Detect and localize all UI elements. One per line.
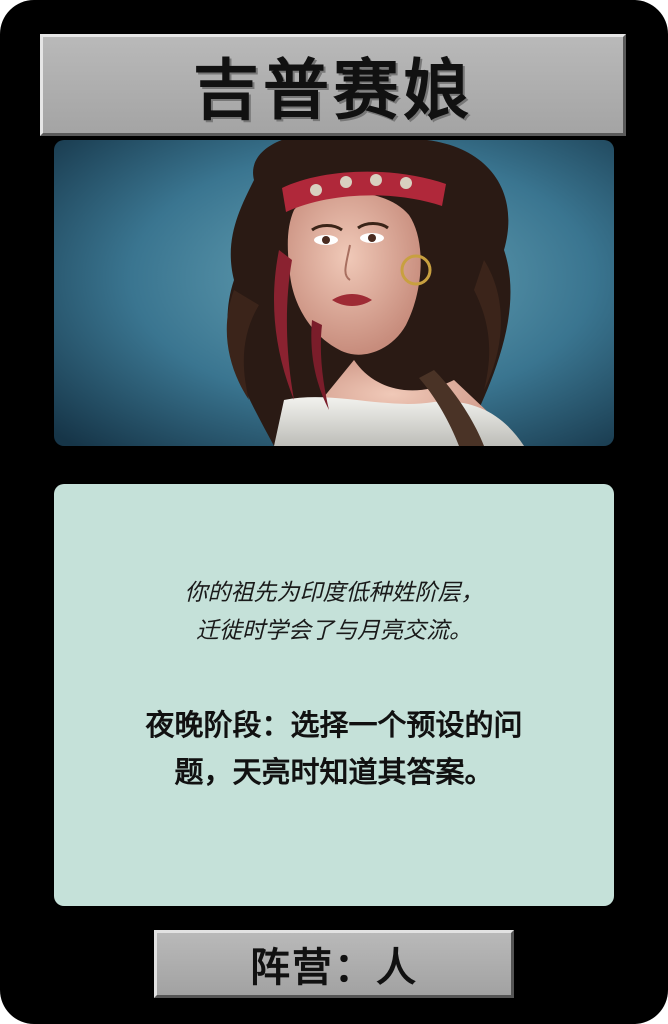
ability-line: 夜晚阶段：选择一个预设的问 xyxy=(145,708,523,742)
card-title: 吉普赛娘 xyxy=(193,52,473,129)
description-panel: 你的祖先为印度低种姓阶层， 迁徙时学会了与月亮交流。 夜晚阶段：选择一个预设的问… xyxy=(54,484,614,906)
portrait-illustration xyxy=(54,140,614,446)
ability-line: 题，天亮时知道其答案。 xyxy=(174,755,494,789)
flavor-line: 迁徙时学会了与月亮交流。 xyxy=(196,618,472,644)
character-portrait xyxy=(54,140,614,446)
ability-text: 夜晚阶段：选择一个预设的问 题，天亮时知道其答案。 xyxy=(84,702,584,796)
title-banner: 吉普赛娘 xyxy=(40,34,626,136)
flavor-line: 你的祖先为印度低种姓阶层， xyxy=(184,580,484,606)
flavor-text: 你的祖先为印度低种姓阶层， 迁徙时学会了与月亮交流。 xyxy=(54,574,614,650)
faction-label: 阵营：人 xyxy=(250,945,418,991)
faction-banner: 阵营：人 xyxy=(154,930,514,998)
